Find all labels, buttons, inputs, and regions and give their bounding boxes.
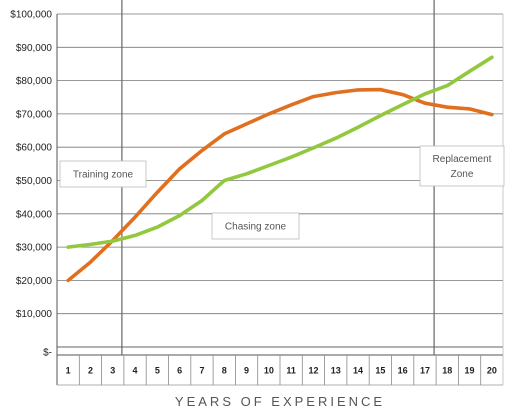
x-axis-label: YEARS OF EXPERIENCE: [175, 394, 385, 407]
annotation-text: Training zone: [73, 170, 134, 181]
y-tick-label: $60,000: [16, 143, 53, 154]
annotation-text: Chasing zone: [225, 222, 287, 233]
x-tick-label: 10: [264, 366, 274, 376]
x-tick-label: 2: [88, 366, 93, 376]
annotation-box: [211, 212, 300, 240]
y-tick-label: $20,000: [16, 276, 53, 287]
zone-annotation-training: Training zone: [59, 160, 147, 188]
x-tick-label: 20: [487, 366, 497, 376]
x-tick-label: 13: [331, 366, 341, 376]
x-tick-label: 16: [398, 366, 408, 376]
x-tick-label: 18: [442, 366, 452, 376]
x-tick-label: 1: [66, 366, 71, 376]
x-tick-label: 8: [222, 366, 227, 376]
annotation-box: [59, 160, 147, 188]
x-tick-label: 3: [110, 366, 115, 376]
y-tick-labels: $- $10,000 $20,000 $30,000 $40,000 $50,000 $60…: [10, 10, 52, 359]
y-tick-label: $10,000: [16, 309, 53, 320]
y-tick-label: $-: [43, 348, 52, 359]
zone-annotations: Training zone Chasing zone Replacement Zone: [59, 145, 505, 240]
y-tick-label: $90,000: [16, 43, 53, 54]
x-tick-label: 7: [199, 366, 204, 376]
x-tick-label: 12: [308, 366, 318, 376]
grid-lines: [56, 13, 504, 386]
y-tick-label: $40,000: [16, 209, 53, 220]
x-tick-label: 4: [133, 366, 138, 376]
y-tick-label: $50,000: [16, 176, 53, 187]
x-tick-label: 6: [177, 366, 182, 376]
annotation-text: Replacement: [433, 154, 492, 165]
x-tick-label: 19: [465, 366, 475, 376]
x-tick-label: 9: [244, 366, 249, 376]
x-tick-label: 15: [375, 366, 385, 376]
annotation-box: [419, 145, 505, 187]
zone-dividers: [121, 0, 435, 355]
y-tick-label: $80,000: [16, 76, 53, 87]
x-tick-label: 17: [420, 366, 430, 376]
series-line-1: [66, 87, 494, 283]
x-tick-label: 14: [353, 366, 363, 376]
series-line-2: [66, 55, 494, 249]
series-lines: [66, 55, 494, 283]
zone-annotation-chasing: Chasing zone: [211, 212, 300, 240]
zone-annotation-replacement: Replacement Zone: [419, 145, 505, 187]
y-tick-label: $100,000: [10, 10, 52, 21]
y-tick-label: $70,000: [16, 109, 53, 120]
x-tick-label: 5: [155, 366, 160, 376]
annotation-text: Zone: [451, 169, 474, 180]
x-tick-labels: 1 2 3 4 5 6 7 8 9 10 11 12 13 14 15 16 17 18 19 20: [66, 366, 497, 376]
x-tick-label: 11: [286, 366, 296, 376]
y-tick-label: $30,000: [16, 243, 53, 254]
